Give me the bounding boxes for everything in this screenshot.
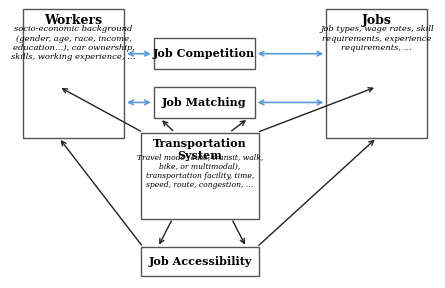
FancyBboxPatch shape (141, 247, 259, 276)
Text: Job types, wage rates, skill
requirements, experience
requirements, …: Job types, wage rates, skill requirement… (320, 25, 433, 52)
FancyBboxPatch shape (141, 132, 259, 219)
Text: socio-economic background
(gender, age, race, income,
education…), car ownership: socio-economic background (gender, age, … (12, 25, 136, 61)
Text: Transportation
System: Transportation System (153, 138, 247, 162)
Text: Job Competition: Job Competition (153, 48, 255, 59)
FancyBboxPatch shape (326, 9, 427, 138)
FancyBboxPatch shape (23, 9, 124, 138)
Text: Job Matching: Job Matching (162, 97, 247, 108)
Text: Workers: Workers (44, 14, 103, 27)
Text: Jobs: Jobs (362, 14, 392, 27)
FancyBboxPatch shape (154, 38, 255, 69)
Text: Travel mode (auto, transit, walk,
bike, or multimodal),
transportation facility,: Travel mode (auto, transit, walk, bike, … (137, 154, 263, 189)
FancyBboxPatch shape (154, 87, 255, 118)
Text: Job Accessibility: Job Accessibility (148, 256, 251, 267)
